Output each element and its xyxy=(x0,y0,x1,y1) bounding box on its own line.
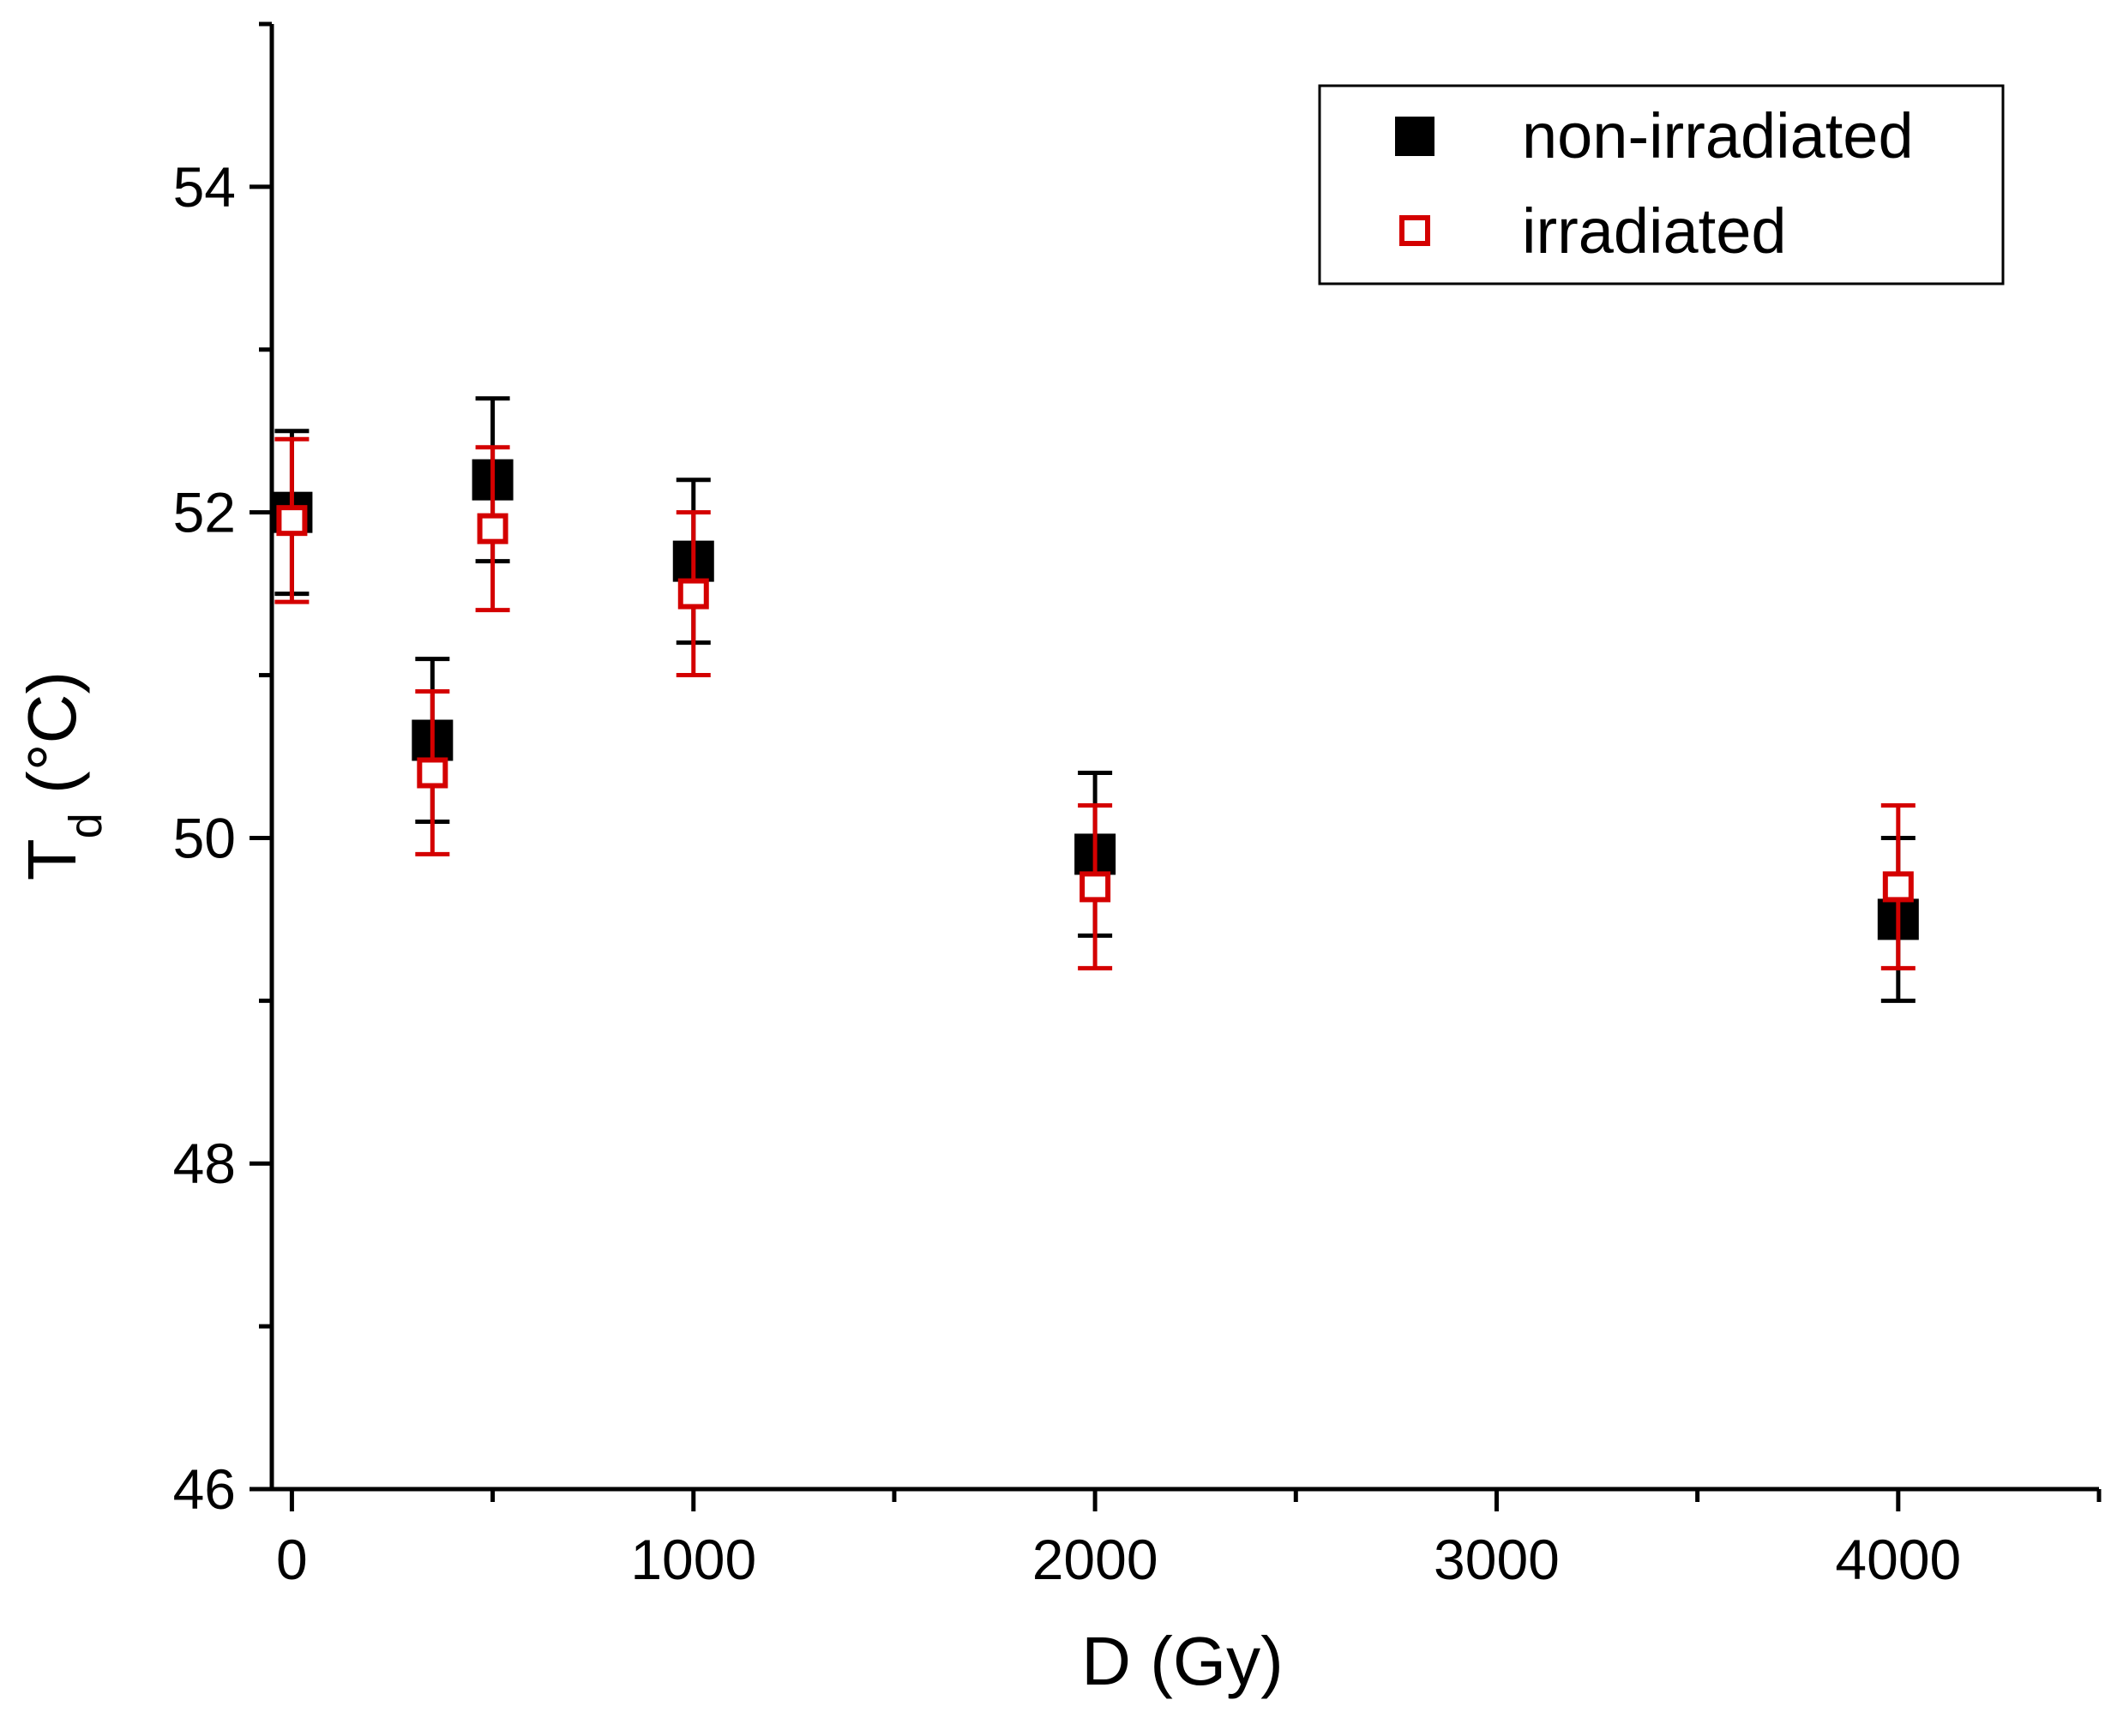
data-point-irradiated xyxy=(477,513,508,544)
y-axis-title-subscript: d xyxy=(60,813,111,838)
tick-labels: 46 48 50 52 54 0 1000 2000 3000 4000 xyxy=(173,155,1962,1591)
y-tick-label: 52 xyxy=(173,481,236,544)
x-tick-label: 1000 xyxy=(630,1528,756,1591)
x-tick-label: 3000 xyxy=(1434,1528,1560,1591)
x-tick-label: 4000 xyxy=(1835,1528,1961,1591)
legend-marker-non-irradiated xyxy=(1395,117,1434,156)
data-point-irradiated xyxy=(1080,871,1111,903)
data-series xyxy=(271,396,1919,1003)
x-tick-label: 2000 xyxy=(1032,1528,1158,1591)
y-tick-label: 50 xyxy=(173,806,236,869)
y-tick-label: 48 xyxy=(173,1132,236,1195)
axes xyxy=(269,24,2099,1492)
data-point-irradiated xyxy=(677,578,709,610)
y-axis-title-unit: (°C) xyxy=(14,671,90,813)
y-axis-title: Td (°C) xyxy=(14,671,111,880)
data-point-irradiated xyxy=(276,505,308,537)
legend: non-irradiated irradiated xyxy=(1318,84,2005,285)
y-axis-title-main: T xyxy=(14,838,90,880)
legend-label-non-irradiated: non-irradiated xyxy=(1522,100,1914,171)
legend-marker-irradiated xyxy=(1399,215,1430,246)
ticks xyxy=(250,21,2102,1511)
y-tick-label: 54 xyxy=(173,155,236,219)
y-tick-label: 46 xyxy=(173,1457,236,1521)
data-point-irradiated xyxy=(1882,871,1914,903)
data-point-irradiated xyxy=(417,757,448,789)
legend-label-irradiated: irradiated xyxy=(1522,195,1787,267)
x-axis-title: D (Gy) xyxy=(1081,1623,1284,1699)
series-irradiated xyxy=(274,436,1916,970)
x-tick-label: 0 xyxy=(276,1528,308,1591)
